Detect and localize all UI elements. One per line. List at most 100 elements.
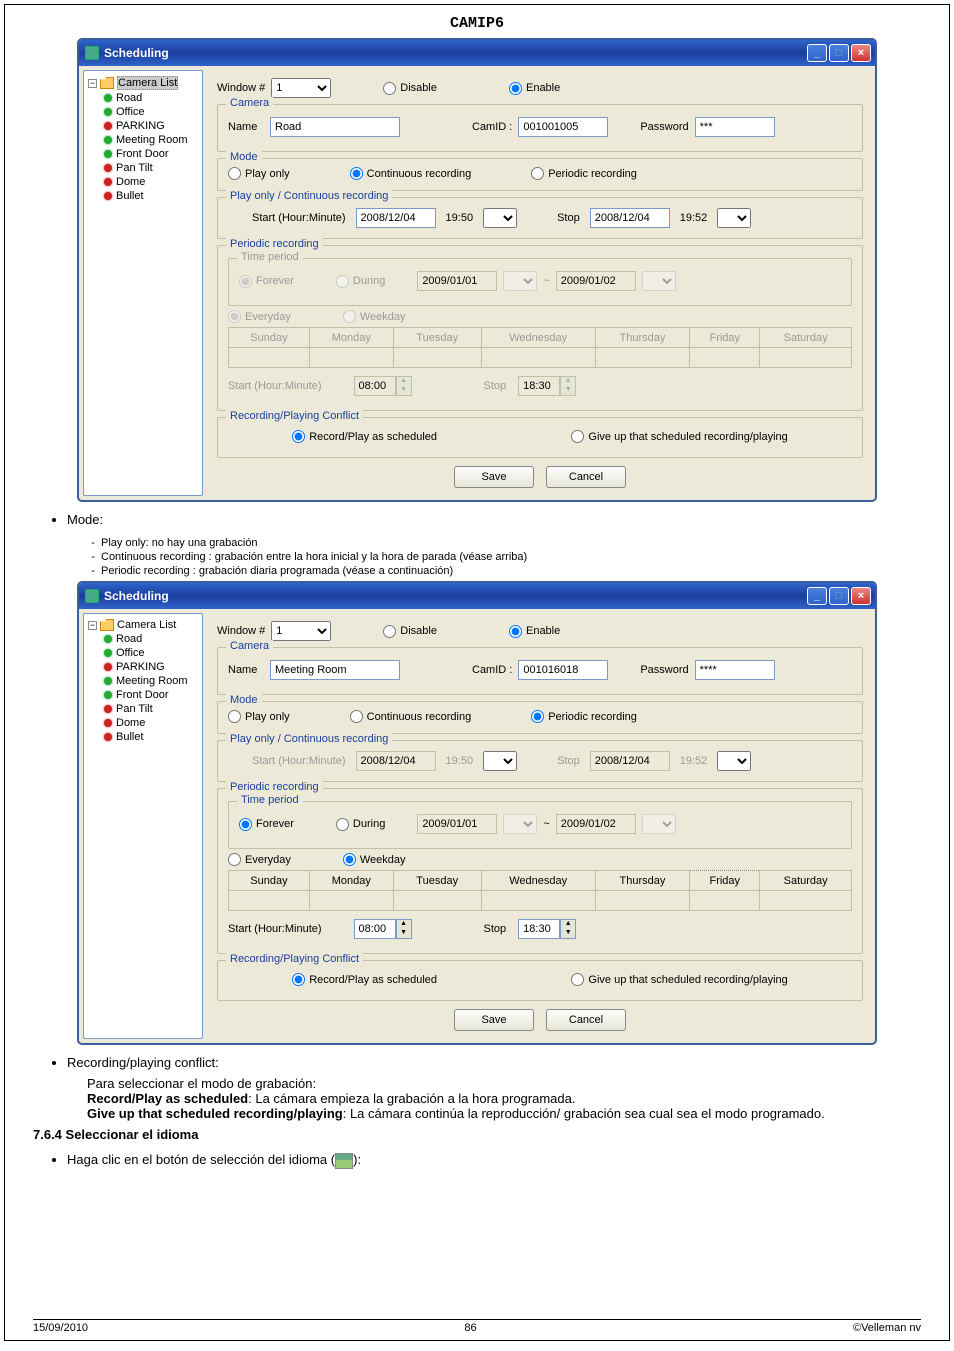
close-button[interactable]: × xyxy=(851,587,871,605)
tree-item[interactable]: Road xyxy=(86,91,200,105)
close-button[interactable]: × xyxy=(851,44,871,62)
enable-radio[interactable]: Enable xyxy=(509,82,560,95)
day-header[interactable]: Saturday xyxy=(760,871,852,891)
during-from[interactable] xyxy=(417,271,497,291)
date-select[interactable] xyxy=(503,271,537,291)
day-header[interactable]: Tuesday xyxy=(393,871,481,891)
stop-spin-input[interactable] xyxy=(518,376,560,396)
periodic-radio[interactable]: Periodic recording xyxy=(531,710,637,723)
titlebar[interactable]: Scheduling _ □ × xyxy=(79,583,875,609)
disable-radio[interactable]: Disable xyxy=(383,625,437,638)
stop-spin-input[interactable] xyxy=(518,919,560,939)
day-header[interactable]: Thursday xyxy=(595,871,690,891)
password-input[interactable] xyxy=(695,660,775,680)
start-date[interactable] xyxy=(356,208,436,228)
tree-item[interactable]: Dome xyxy=(86,716,200,730)
day-header[interactable]: Wednesday xyxy=(481,871,595,891)
spin-up[interactable]: ▲ xyxy=(397,920,411,929)
during-to[interactable] xyxy=(556,814,636,834)
tree-item[interactable]: Front Door xyxy=(86,688,200,702)
date-select[interactable] xyxy=(503,814,537,834)
tree-item[interactable]: PARKING xyxy=(86,119,200,133)
start-spin-input[interactable] xyxy=(354,376,396,396)
weekday-radio[interactable]: Weekday xyxy=(343,310,406,323)
record-as-scheduled-radio[interactable]: Record/Play as scheduled xyxy=(292,430,437,443)
day-header[interactable]: Sunday xyxy=(229,871,310,891)
tree-item[interactable]: Bullet xyxy=(86,730,200,744)
password-input[interactable] xyxy=(695,117,775,137)
date-select[interactable] xyxy=(642,271,676,291)
minimize-button[interactable]: _ xyxy=(807,44,827,62)
name-input[interactable] xyxy=(270,660,400,680)
window-select[interactable]: 1 xyxy=(271,78,331,98)
cancel-button[interactable]: Cancel xyxy=(546,466,626,488)
minimize-button[interactable]: _ xyxy=(807,587,827,605)
continuous-radio[interactable]: Continuous recording xyxy=(350,710,472,723)
during-to[interactable] xyxy=(556,271,636,291)
periodic-radio[interactable]: Periodic recording xyxy=(531,167,637,180)
day-header[interactable]: Monday xyxy=(309,871,393,891)
tree-item[interactable]: Meeting Room xyxy=(86,133,200,147)
playonly-radio[interactable]: Play only xyxy=(228,710,290,723)
spin-down[interactable]: ▼ xyxy=(397,386,411,395)
stop-date[interactable] xyxy=(590,208,670,228)
day-header[interactable]: Monday xyxy=(309,328,393,348)
maximize-button[interactable]: □ xyxy=(829,587,849,605)
stop-date[interactable] xyxy=(590,751,670,771)
camera-tree[interactable]: − Camera List Road Office PARKING Meetin… xyxy=(83,613,203,1039)
tree-item[interactable]: Office xyxy=(86,105,200,119)
spin-down[interactable]: ▼ xyxy=(397,929,411,938)
tree-item[interactable]: Front Door xyxy=(86,147,200,161)
stop-time-select[interactable] xyxy=(717,208,751,228)
day-header[interactable]: Wednesday xyxy=(481,328,595,348)
camid-input[interactable] xyxy=(518,117,608,137)
spin-down[interactable]: ▼ xyxy=(561,929,575,938)
forever-radio[interactable]: Forever xyxy=(239,818,294,831)
day-header[interactable]: Friday xyxy=(690,328,760,348)
day-header[interactable]: Friday xyxy=(690,871,760,891)
enable-radio[interactable]: Enable xyxy=(509,625,560,638)
start-spin[interactable]: ▲▼ xyxy=(354,919,412,939)
tree-item[interactable]: Office xyxy=(86,646,200,660)
save-button[interactable]: Save xyxy=(454,1009,534,1031)
cancel-button[interactable]: Cancel xyxy=(546,1009,626,1031)
spin-up[interactable]: ▲ xyxy=(561,377,575,386)
everyday-radio[interactable]: Everyday xyxy=(228,310,291,323)
giveup-radio[interactable]: Give up that scheduled recording/playing xyxy=(571,430,787,443)
tree-root[interactable]: − Camera List xyxy=(86,75,200,91)
weekday-radio[interactable]: Weekday xyxy=(343,853,406,866)
name-input[interactable] xyxy=(270,117,400,137)
day-header[interactable]: Sunday xyxy=(229,328,310,348)
collapse-icon[interactable]: − xyxy=(88,621,97,630)
day-header[interactable]: Thursday xyxy=(595,328,690,348)
collapse-icon[interactable]: − xyxy=(88,79,97,88)
during-from[interactable] xyxy=(417,814,497,834)
continuous-radio[interactable]: Continuous recording xyxy=(350,167,472,180)
start-spin[interactable]: ▲▼ xyxy=(354,376,412,396)
start-time-select[interactable] xyxy=(483,208,517,228)
date-select[interactable] xyxy=(642,814,676,834)
spin-down[interactable]: ▼ xyxy=(561,386,575,395)
forever-radio[interactable]: Forever xyxy=(239,275,294,288)
tree-item[interactable]: Pan Tilt xyxy=(86,161,200,175)
window-select[interactable]: 1 xyxy=(271,621,331,641)
tree-item[interactable]: PARKING xyxy=(86,660,200,674)
tree-item[interactable]: Pan Tilt xyxy=(86,702,200,716)
start-time-select[interactable] xyxy=(483,751,517,771)
titlebar[interactable]: Scheduling _ □ × xyxy=(79,40,875,66)
maximize-button[interactable]: □ xyxy=(829,44,849,62)
stop-time-select[interactable] xyxy=(717,751,751,771)
save-button[interactable]: Save xyxy=(454,466,534,488)
stop-spin[interactable]: ▲▼ xyxy=(518,919,576,939)
playonly-radio[interactable]: Play only xyxy=(228,167,290,180)
start-date[interactable] xyxy=(356,751,436,771)
day-header[interactable]: Saturday xyxy=(760,328,852,348)
spin-up[interactable]: ▲ xyxy=(561,920,575,929)
camera-tree[interactable]: − Camera List Road Office PARKING Meetin… xyxy=(83,70,203,496)
giveup-radio[interactable]: Give up that scheduled recording/playing xyxy=(571,973,787,986)
start-spin-input[interactable] xyxy=(354,919,396,939)
spin-up[interactable]: ▲ xyxy=(397,377,411,386)
tree-root[interactable]: − Camera List xyxy=(86,618,200,632)
tree-item[interactable]: Meeting Room xyxy=(86,674,200,688)
record-as-scheduled-radio[interactable]: Record/Play as scheduled xyxy=(292,973,437,986)
